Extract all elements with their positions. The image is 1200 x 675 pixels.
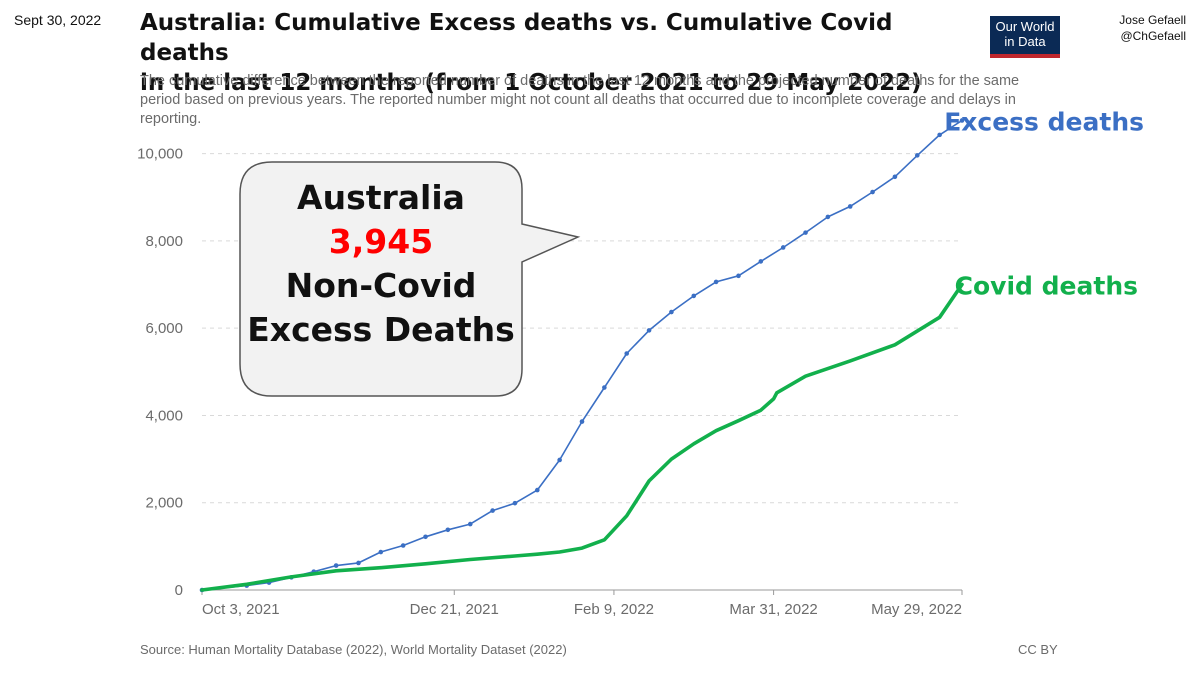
excess-deaths-point	[691, 293, 697, 299]
covid-deaths-line	[200, 282, 964, 592]
owid-logo-line1: Our World	[995, 19, 1055, 34]
x-tick-label: Oct 3, 2021	[202, 601, 280, 618]
excess-deaths-point	[713, 279, 719, 285]
y-tick-label: 6,000	[145, 320, 183, 337]
excess-deaths-point	[445, 527, 451, 533]
callout-line4: Excess Deaths	[247, 310, 515, 349]
excess-deaths-point	[892, 174, 898, 180]
owid-logo: Our World in Data	[990, 16, 1060, 58]
x-tick-label: Dec 21, 2021	[410, 601, 499, 618]
excess-deaths-point	[803, 230, 808, 235]
excess-deaths-point	[423, 534, 428, 540]
excess-deaths-point	[378, 549, 384, 555]
y-tick-label: 4,000	[145, 407, 183, 424]
excess-deaths-point	[780, 245, 786, 250]
x-tick-label: Feb 9, 2022	[574, 601, 654, 618]
y-tick-label: 2,000	[145, 495, 183, 512]
excess-deaths-point	[333, 563, 339, 568]
chart-title-line2: in the last 12 months (from 1 October 20…	[140, 70, 922, 96]
excess-deaths-point	[467, 521, 473, 527]
chart-subtitle: The cumulative difference between the re…	[140, 73, 1020, 127]
excess-deaths-point	[602, 385, 607, 390]
excess-deaths-point	[624, 351, 630, 356]
excess-deaths-point	[847, 204, 853, 209]
author-name: Jose Gefaell	[1119, 13, 1186, 27]
excess-deaths-point	[646, 328, 652, 333]
y-tick-label: 10,000	[137, 146, 183, 163]
callout-country: Australia	[297, 178, 465, 217]
excess-deaths-point	[870, 189, 875, 195]
y-tick-label: 8,000	[145, 233, 183, 250]
excess-deaths-line	[201, 119, 963, 591]
source-note: Source: Human Mortality Database (2022),…	[140, 642, 567, 657]
excess-deaths-point	[758, 259, 764, 264]
excess-deaths-point	[356, 560, 361, 566]
excess-deaths-point	[959, 118, 965, 123]
excess-deaths-point	[400, 543, 406, 548]
excess-deaths-point	[825, 214, 831, 220]
excess-deaths-point	[534, 487, 540, 493]
excess-deaths-label: Excess deaths	[944, 107, 1144, 136]
callout-number: 3,945	[328, 222, 434, 261]
covid-deaths-label: Covid deaths	[955, 272, 1138, 301]
excess-deaths-point	[557, 457, 562, 463]
callout-text: Australia 3,945 Non-Covid Excess Deaths	[240, 162, 522, 352]
callout-bubble	[239, 161, 581, 397]
excess-deaths-point	[490, 508, 495, 513]
chart-title-line1: Australia: Cumulative Excess deaths vs. …	[140, 10, 893, 66]
x-tick-label: Mar 31, 2022	[729, 601, 817, 618]
callout-line3: Non-Covid	[285, 266, 477, 305]
excess-deaths-point	[736, 273, 741, 279]
owid-logo-line2: in Data	[1004, 34, 1046, 49]
excess-deaths-point	[669, 309, 674, 315]
author-handle: @ChGefaell	[1120, 29, 1186, 43]
excess-deaths-point	[937, 132, 942, 138]
license-link[interactable]: CC BY	[1018, 642, 1058, 657]
excess-deaths-point	[512, 500, 518, 506]
y-tick-label: 0	[175, 582, 183, 599]
x-tick-label: May 29, 2022	[871, 601, 962, 618]
author-credit: Jose Gefaell @ChGefaell	[1100, 12, 1186, 44]
date-label: Sept 30, 2022	[14, 12, 102, 28]
excess-deaths-point	[914, 153, 920, 158]
excess-deaths-point	[579, 419, 585, 424]
chart-title: Australia: Cumulative Excess deaths vs. …	[140, 8, 960, 98]
